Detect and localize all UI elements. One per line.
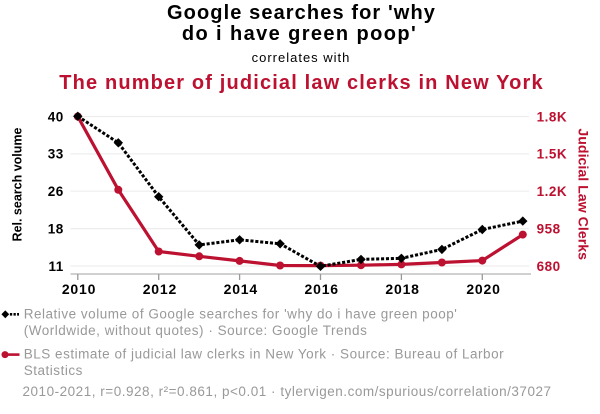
- svg-text:40: 40: [48, 109, 64, 124]
- svg-text:Rel. search volume: Rel. search volume: [10, 127, 24, 241]
- svg-text:18: 18: [48, 221, 64, 236]
- svg-text:680: 680: [537, 259, 561, 274]
- svg-text:2010-2021, r=0.928, r²=0.861,: 2010-2021, r=0.928, r²=0.861, p<0.01 · t…: [23, 384, 552, 399]
- svg-text:1.5K: 1.5K: [537, 147, 568, 162]
- svg-text:1.8K: 1.8K: [537, 109, 568, 124]
- svg-text:Relative volume of Google sear: Relative volume of Google searches for '…: [24, 307, 458, 322]
- svg-text:do i have green poop': do i have green poop': [182, 23, 417, 45]
- svg-text:correlates with: correlates with: [252, 50, 351, 65]
- svg-text:(Worldwide, without quotes) ·: (Worldwide, without quotes) · Source: Go…: [24, 323, 368, 338]
- svg-text:The number of judicial law cle: The number of judicial law clerks in New…: [59, 72, 543, 94]
- svg-text:2012: 2012: [143, 281, 177, 297]
- svg-text:2016: 2016: [305, 281, 339, 297]
- svg-text:958: 958: [537, 221, 561, 236]
- svg-text:Judicial Law Clerks: Judicial Law Clerks: [574, 128, 590, 260]
- svg-text:2014: 2014: [224, 281, 258, 297]
- svg-text:33: 33: [48, 147, 64, 162]
- svg-text:Google searches for 'why: Google searches for 'why: [167, 2, 436, 24]
- svg-text:2020: 2020: [466, 281, 500, 297]
- svg-text:2010: 2010: [62, 281, 96, 297]
- svg-text:BLS estimate of judicial law c: BLS estimate of judicial law clerks in N…: [24, 346, 504, 361]
- svg-text:26: 26: [48, 184, 64, 199]
- svg-text:1.2K: 1.2K: [537, 184, 568, 199]
- svg-text:11: 11: [49, 259, 64, 274]
- svg-text:Statistics: Statistics: [24, 363, 83, 378]
- svg-text:2018: 2018: [385, 281, 419, 297]
